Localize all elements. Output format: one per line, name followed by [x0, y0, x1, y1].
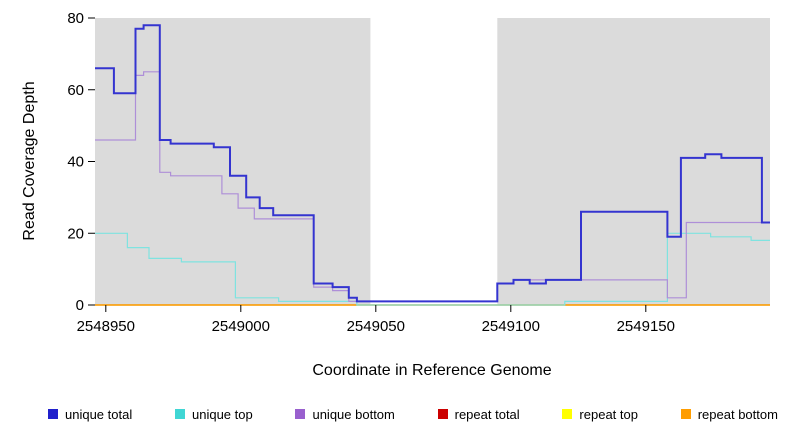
x-tick-label: 2549100: [482, 318, 540, 335]
x-tick-label: 2548950: [77, 318, 135, 335]
series-unique-bottom: [95, 71, 770, 302]
legend-label-unique-total: unique total: [65, 406, 133, 422]
series-unique-top: [95, 232, 770, 306]
legend-item-unique-bottom: unique bottom: [295, 406, 395, 422]
legend-label-repeat-total: repeat total: [454, 406, 520, 422]
legend-swatch-unique-total: [48, 409, 58, 419]
y-tick-label: 60: [67, 82, 84, 99]
y-tick-label: 40: [67, 154, 84, 171]
legend-label-unique-bottom: unique bottom: [312, 406, 395, 422]
y-tick-label: 80: [67, 10, 84, 27]
legend-swatch-repeat-bottom: [680, 409, 691, 419]
coverage-gap-region: [370, 18, 498, 305]
x-axis-label: Coordinate in Reference Genome: [312, 362, 552, 379]
legend-swatch-repeat-total: [437, 409, 448, 419]
legend-item-repeat-bottom: repeat bottom: [680, 406, 778, 422]
legend-item-repeat-top: repeat top: [562, 407, 638, 422]
legend-label-unique-top: unique top: [191, 406, 253, 422]
legend-item-repeat-total: repeat total: [437, 406, 520, 422]
y-tick-label: 0: [76, 297, 84, 314]
legend-swatch-unique-bottom: [295, 409, 306, 419]
legend-swatch-unique-top: [174, 409, 185, 419]
x-tick-label: 2549000: [212, 318, 270, 335]
y-axis-label: Read Coverage Depth: [21, 81, 38, 241]
legend-label-repeat-top: repeat top: [579, 406, 638, 422]
x-tick-label: 2549150: [617, 318, 675, 335]
legend-label-repeat-bottom: repeat bottom: [697, 406, 778, 422]
legend-item-unique-total: unique total: [48, 407, 132, 422]
legend: unique total unique top unique bottom re…: [0, 402, 792, 426]
series-unique-total: [95, 24, 770, 303]
legend-swatch-repeat-top: [562, 409, 573, 419]
y-tick-label: 20: [67, 225, 84, 242]
legend-item-unique-top: unique top: [174, 406, 253, 422]
x-tick-label: 2549050: [347, 318, 405, 335]
